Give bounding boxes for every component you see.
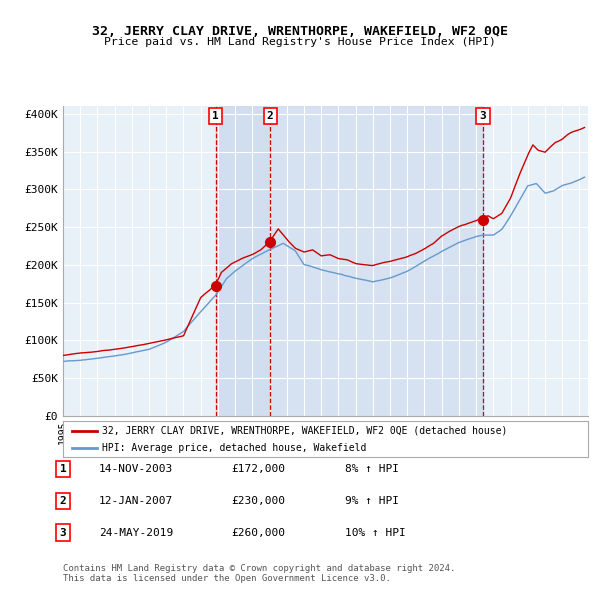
Text: Price paid vs. HM Land Registry's House Price Index (HPI): Price paid vs. HM Land Registry's House … bbox=[104, 37, 496, 47]
Bar bbox=[270, 106, 483, 416]
Text: 32, JERRY CLAY DRIVE, WRENTHORPE, WAKEFIELD, WF2 0QE (detached house): 32, JERRY CLAY DRIVE, WRENTHORPE, WAKEFI… bbox=[103, 426, 508, 436]
Text: 10% ↑ HPI: 10% ↑ HPI bbox=[345, 528, 406, 537]
Text: Contains HM Land Registry data © Crown copyright and database right 2024.
This d: Contains HM Land Registry data © Crown c… bbox=[63, 563, 455, 583]
Bar bbox=[215, 106, 270, 416]
Text: 2: 2 bbox=[267, 111, 274, 121]
Text: £230,000: £230,000 bbox=[231, 496, 285, 506]
Text: 9% ↑ HPI: 9% ↑ HPI bbox=[345, 496, 399, 506]
Text: 24-MAY-2019: 24-MAY-2019 bbox=[99, 528, 173, 537]
Text: £172,000: £172,000 bbox=[231, 464, 285, 474]
Text: £260,000: £260,000 bbox=[231, 528, 285, 537]
Text: 1: 1 bbox=[59, 464, 67, 474]
Text: HPI: Average price, detached house, Wakefield: HPI: Average price, detached house, Wake… bbox=[103, 443, 367, 453]
Text: 2: 2 bbox=[59, 496, 67, 506]
Text: 3: 3 bbox=[59, 528, 67, 537]
Text: 14-NOV-2003: 14-NOV-2003 bbox=[99, 464, 173, 474]
Text: 8% ↑ HPI: 8% ↑ HPI bbox=[345, 464, 399, 474]
Text: 12-JAN-2007: 12-JAN-2007 bbox=[99, 496, 173, 506]
Text: 32, JERRY CLAY DRIVE, WRENTHORPE, WAKEFIELD, WF2 0QE: 32, JERRY CLAY DRIVE, WRENTHORPE, WAKEFI… bbox=[92, 25, 508, 38]
Text: 1: 1 bbox=[212, 111, 219, 121]
Text: 3: 3 bbox=[479, 111, 486, 121]
